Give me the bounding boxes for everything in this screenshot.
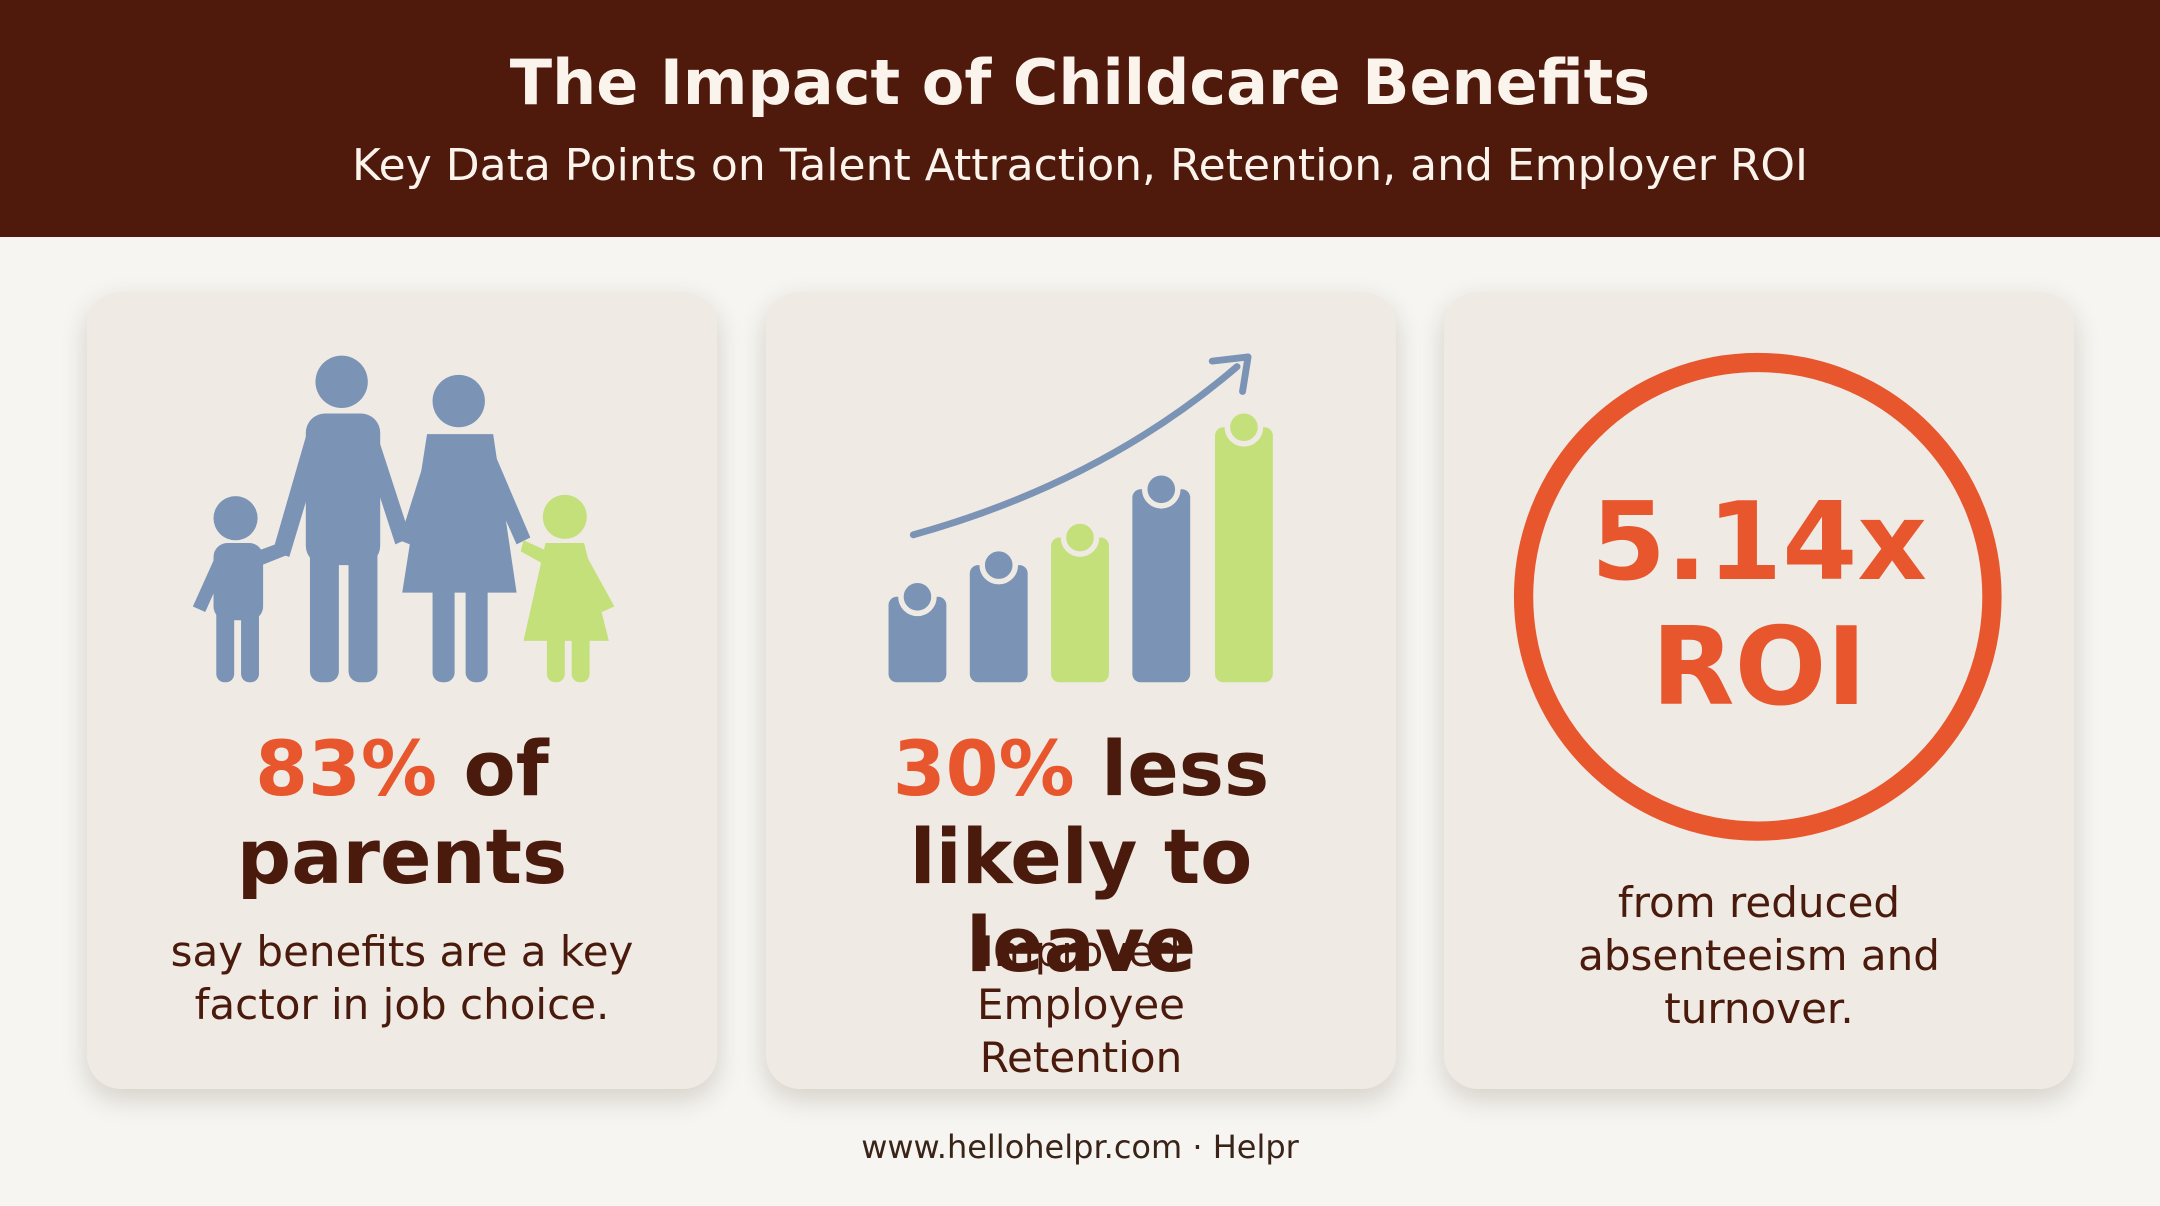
girl-icon xyxy=(520,494,615,683)
footer: www.hellohelpr.com · Helpr xyxy=(861,1128,1299,1166)
description: say benefits are a key factor in job cho… xyxy=(170,927,634,1029)
description: Improved Employee Retention xyxy=(976,927,1185,1082)
description: from reduced absenteeism and turnover. xyxy=(1578,878,1940,1033)
roi-label: ROI xyxy=(1651,605,1867,730)
stat: 83% of parents xyxy=(87,725,717,901)
stat-headline: less likely to leave xyxy=(909,724,1270,989)
family-icon xyxy=(192,355,531,683)
card xyxy=(87,292,717,1089)
stat: 30% less likely to leave xyxy=(766,725,1396,989)
growth-icon xyxy=(888,353,1273,683)
subtitle: Key Data Points on Talent Attraction, Re… xyxy=(351,140,1809,191)
header xyxy=(0,0,2160,237)
stat-highlight: 30% xyxy=(892,724,1075,813)
card xyxy=(766,292,1396,1089)
roi-ring xyxy=(1513,352,2002,841)
roi-value: 5.14x xyxy=(1590,480,1928,605)
title: The Impact of Childcare Benefits xyxy=(509,46,1651,119)
stat-headline: of parents xyxy=(236,724,568,901)
stat-highlight: 83% xyxy=(255,724,438,813)
